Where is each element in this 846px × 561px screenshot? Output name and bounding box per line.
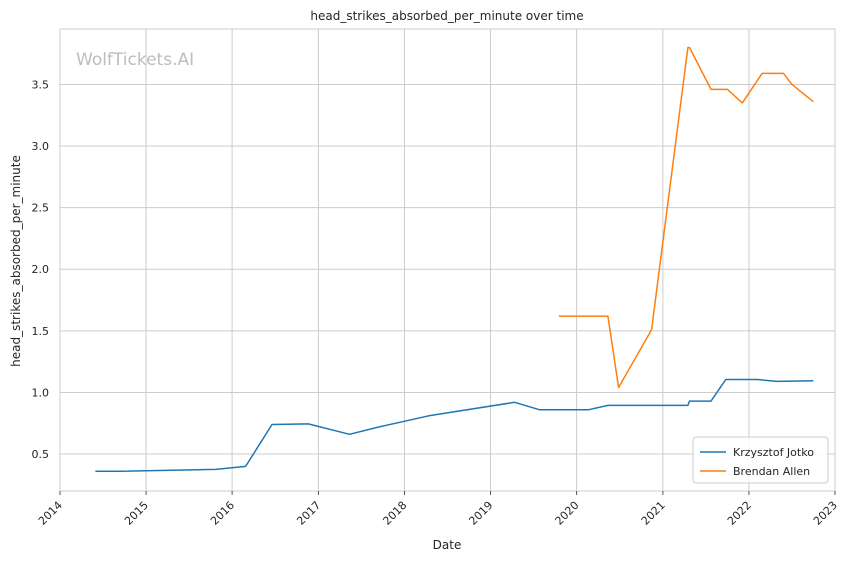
x-axis-ticks: 2014 2015 2016 2017 2018 2019 2020 2021 2022 2023 bbox=[36, 491, 840, 528]
y-tick-label-0.5: 0.5 bbox=[32, 448, 50, 461]
series-line-krzysztof-jotko bbox=[95, 378, 814, 473]
legend: Krzysztof Jotko Brendan Allen bbox=[692, 436, 829, 484]
grid bbox=[59, 29, 836, 491]
y-tick-label-1.5: 1.5 bbox=[32, 325, 50, 338]
series-line-brendan-allen bbox=[558, 46, 814, 389]
y-tick-label-2.5: 2.5 bbox=[32, 202, 50, 215]
legend-label-krzysztof-jotko: Krzysztof Jotko bbox=[733, 446, 814, 459]
x-tick-label-2023: 2023 bbox=[811, 499, 840, 528]
legend-label-brendan-allen: Brendan Allen bbox=[733, 465, 810, 478]
x-tick-label-2022: 2022 bbox=[725, 499, 754, 528]
plot-area-border bbox=[59, 28, 836, 492]
chart-title: head_strikes_absorbed_per_minute over ti… bbox=[310, 9, 583, 23]
y-axis-ticks: 0.5 1.0 1.5 2.0 2.5 3.0 3.5 bbox=[32, 78, 50, 461]
legend-box bbox=[692, 436, 829, 484]
x-tick-label-2017: 2017 bbox=[294, 499, 323, 528]
y-tick-label-2.0: 2.0 bbox=[32, 263, 50, 276]
y-axis-label: head_strikes_absorbed_per_minute bbox=[9, 155, 23, 367]
x-tick-label-2014: 2014 bbox=[36, 499, 65, 528]
x-tick-label-2021: 2021 bbox=[639, 499, 668, 528]
x-tick-label-2016: 2016 bbox=[208, 499, 237, 528]
watermark: WolfTickets.AI bbox=[76, 50, 194, 70]
series-lines bbox=[95, 46, 814, 473]
x-tick-label-2020: 2020 bbox=[553, 499, 582, 528]
x-axis-label: Date bbox=[433, 538, 462, 552]
x-tick-label-2019: 2019 bbox=[466, 499, 495, 528]
plot-frame bbox=[59, 28, 836, 492]
x-tick-label-2018: 2018 bbox=[380, 499, 409, 528]
y-tick-label-1.0: 1.0 bbox=[32, 386, 50, 399]
y-tick-label-3.0: 3.0 bbox=[32, 140, 50, 153]
y-tick-label-3.5: 3.5 bbox=[32, 78, 50, 91]
x-tick-label-2015: 2015 bbox=[122, 499, 151, 528]
